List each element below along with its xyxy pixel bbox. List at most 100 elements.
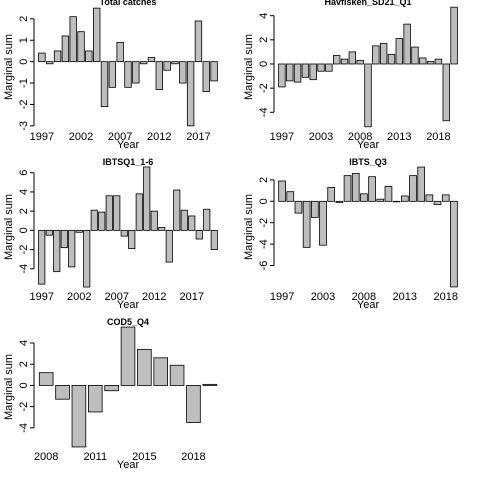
bar <box>317 63 325 72</box>
bar <box>75 229 83 233</box>
y-tick-label: 0 <box>18 59 30 65</box>
y-tick-label: -6 <box>258 261 270 271</box>
bar <box>450 200 458 288</box>
bar <box>139 61 148 65</box>
bar <box>210 61 218 82</box>
x-tick-label: 1997 <box>270 291 294 303</box>
bar <box>46 61 54 65</box>
x-tick-label: 2003 <box>309 131 333 143</box>
bar <box>426 61 435 65</box>
bar <box>38 229 46 285</box>
x-tick-label: 2002 <box>67 291 91 303</box>
x-axis-label: Year <box>117 139 140 151</box>
bar <box>98 211 106 231</box>
bar <box>442 63 450 122</box>
bar <box>105 195 113 231</box>
bar <box>153 357 168 386</box>
y-axis-label: Marginal sum <box>243 34 255 100</box>
bar <box>53 50 62 63</box>
y-tick-label: 2 <box>18 16 30 22</box>
y-tick-label: -2 <box>18 402 30 412</box>
bar <box>310 200 319 218</box>
y-tick-label: -2 <box>258 218 270 228</box>
bar <box>387 53 396 65</box>
bar <box>116 41 124 63</box>
bar <box>210 229 218 250</box>
x-tick-label: 2018 <box>181 451 205 463</box>
x-tick-label: 2007 <box>105 291 129 303</box>
bar <box>441 194 450 202</box>
bar <box>403 23 411 65</box>
bar <box>108 61 117 88</box>
y-tick-label: 2 <box>258 177 270 183</box>
y-axis-label: Marginal sum <box>3 34 15 100</box>
bar <box>93 7 101 63</box>
bar <box>137 348 152 386</box>
y-tick-label: 2 <box>18 361 30 367</box>
bar <box>372 45 380 65</box>
bar <box>376 198 385 202</box>
chart-title: IBTSQ1_1-6 <box>103 157 154 167</box>
bar <box>88 385 103 413</box>
bar <box>400 195 409 202</box>
bar <box>120 326 136 386</box>
x-tick-label: 2013 <box>393 291 417 303</box>
y-tick-label: -4 <box>18 264 30 274</box>
x-tick-label: 1997 <box>270 131 294 143</box>
y-axis-label: Marginal sum <box>243 194 255 260</box>
bar <box>409 175 417 202</box>
bar <box>278 63 286 88</box>
x-axis-label: Year <box>357 299 380 311</box>
y-tick-label: -2 <box>18 100 30 110</box>
bar <box>155 61 163 90</box>
bar <box>68 229 76 268</box>
x-tick-label: 2017 <box>186 131 210 143</box>
chart-title: IBTS_Q3 <box>349 157 387 167</box>
bar <box>104 385 119 392</box>
bar <box>53 229 61 273</box>
x-tick-label: 1997 <box>30 131 54 143</box>
bar <box>301 63 310 78</box>
x-tick-label: 2002 <box>69 131 93 143</box>
y-tick-label: -4 <box>258 107 270 117</box>
bar <box>202 383 218 386</box>
bar <box>302 200 311 248</box>
bar <box>343 175 352 202</box>
bar <box>45 229 53 236</box>
bar <box>171 61 179 65</box>
x-axis-label: Year <box>117 299 140 311</box>
bar <box>309 63 317 81</box>
bar <box>38 372 54 386</box>
bar <box>411 46 419 65</box>
bar <box>120 229 128 237</box>
bar <box>165 229 173 263</box>
bar <box>186 385 201 423</box>
bar <box>325 63 333 72</box>
chart-title: COD5_Q4 <box>107 317 149 327</box>
bar <box>90 209 98 231</box>
bar <box>173 189 181 231</box>
bar <box>434 58 443 65</box>
bar <box>100 61 109 107</box>
bar <box>395 38 403 65</box>
bar <box>71 385 87 448</box>
y-tick-label: -3 <box>18 121 30 131</box>
y-tick-label: 4 <box>18 189 30 195</box>
bar <box>85 50 93 63</box>
x-tick-label: 2013 <box>387 131 411 143</box>
y-tick-label: 1 <box>18 37 30 43</box>
bar <box>368 176 376 202</box>
y-tick-label: 0 <box>258 61 270 67</box>
y-tick-label: 2 <box>18 208 30 214</box>
x-tick-label: 2011 <box>83 451 107 463</box>
bar <box>77 31 85 63</box>
bar <box>158 227 166 231</box>
bar <box>319 200 327 246</box>
x-tick-label: 2008 <box>34 451 58 463</box>
y-tick-label: -2 <box>18 245 30 255</box>
bar <box>147 56 156 63</box>
bar <box>179 61 187 84</box>
x-tick-label: 2018 <box>433 291 457 303</box>
bar <box>194 20 203 63</box>
